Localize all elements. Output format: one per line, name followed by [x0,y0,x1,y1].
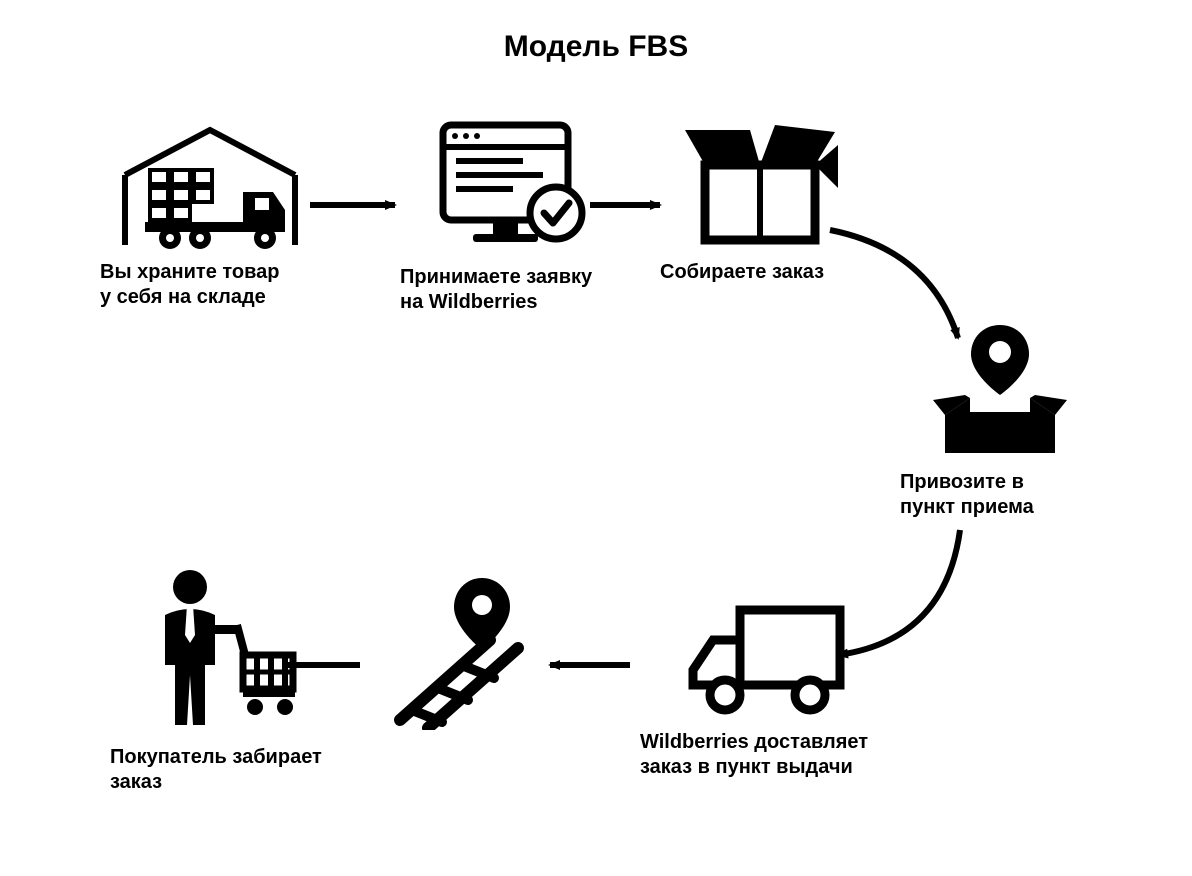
person-cart-icon [145,565,305,735]
step-label: Собираете заказ [660,260,860,285]
step-warehouse: Вы храните товару себя на складе [100,120,320,310]
step-label: Покупатель забираетзаказ [110,745,340,795]
step-pack-order: Собираете заказ [660,110,860,285]
step-customer-pickup: Покупатель забираетзаказ [110,565,340,795]
step-pickup-point [375,570,545,740]
computer-check-icon [428,115,593,255]
step-wb-delivers: Wildberries доставляетзаказ в пункт выда… [640,590,900,780]
step-label: Принимаете заявкуна Wildberries [400,265,620,315]
step-label: Wildberries доставляетзаказ в пункт выда… [640,730,900,780]
delivery-truck-icon [685,590,855,720]
fbs-flow-diagram: Модель FBS [0,0,1192,876]
open-box-icon [680,110,840,250]
step-accept-order: Принимаете заявкуна Wildberries [400,115,620,315]
step-dropoff: Привозите впункт приема [900,320,1100,520]
road-pin-icon [380,570,540,730]
step-label: Вы храните товару себя на складе [100,260,320,310]
box-pin-icon [925,320,1075,460]
step-label: Привозите впункт приема [900,470,1100,520]
warehouse-truck-icon [115,120,305,250]
